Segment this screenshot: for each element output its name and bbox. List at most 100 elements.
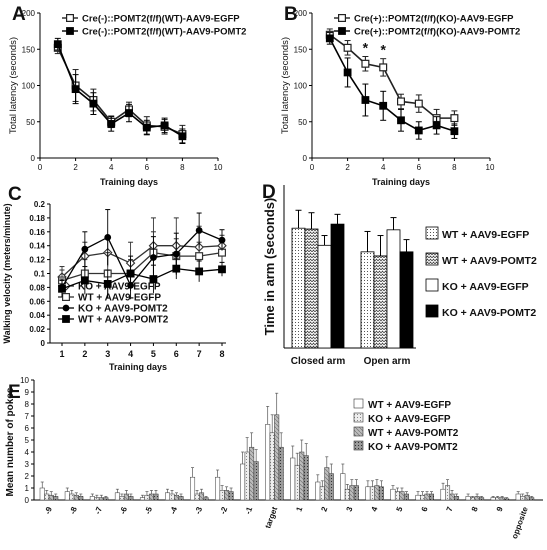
data-point	[160, 121, 169, 130]
legend-marker	[65, 14, 74, 23]
bar	[470, 497, 476, 501]
data-point	[149, 275, 158, 283]
data-point	[450, 114, 459, 123]
x-tick-label: 4	[109, 163, 114, 172]
bar	[203, 497, 209, 501]
bar	[424, 493, 430, 501]
x-tick-label: 10	[214, 163, 223, 172]
bar	[465, 496, 471, 501]
x-tick-label: 3	[105, 349, 110, 359]
y-axis-label: Time in arm (seconds)	[262, 198, 277, 336]
x-category-label: 8	[470, 505, 480, 513]
bar	[94, 497, 100, 501]
y-tick-label: 6	[25, 424, 30, 433]
y-tick-label: 10	[20, 376, 29, 385]
bar	[524, 494, 530, 501]
legend-label: KO + AAV9-POMT2	[368, 442, 458, 453]
y-tick-label: 2	[25, 472, 30, 481]
x-tick-label: 4	[381, 163, 386, 172]
legend-label: WT + AAV9-POMT2	[78, 315, 169, 326]
bar	[365, 486, 371, 501]
x-category-label: -1	[243, 505, 254, 515]
x-category-label: -7	[93, 505, 104, 515]
data-point	[142, 123, 151, 132]
bar	[349, 485, 355, 501]
legend-marker	[62, 304, 70, 312]
legend-label: WT + AAV9-POMT2	[442, 255, 537, 267]
data-point	[397, 97, 406, 106]
bar	[353, 485, 359, 501]
bar	[274, 414, 280, 501]
data-point	[343, 68, 352, 77]
legend-swatch	[425, 304, 439, 318]
bar	[228, 491, 234, 501]
y-tick-label: 150	[294, 45, 308, 54]
legend-marker	[62, 315, 70, 323]
bar	[89, 496, 95, 501]
x-axis-label: Training days	[109, 362, 167, 372]
y-tick-label: 0.02	[29, 325, 45, 334]
x-category-label: Closed arm	[291, 356, 346, 367]
bar	[48, 494, 54, 501]
bar	[454, 496, 460, 501]
x-category-label: 9	[495, 505, 505, 513]
data-point	[53, 40, 62, 49]
x-axis-label: Training days	[100, 177, 158, 187]
x-tick-label: 0	[38, 163, 43, 172]
bar	[144, 494, 150, 501]
panel-letter: A	[12, 4, 26, 25]
bar	[374, 485, 380, 501]
data-point	[195, 267, 204, 276]
data-point	[195, 252, 204, 261]
data-point	[325, 34, 334, 43]
y-tick-label: 1	[25, 484, 30, 493]
y-tick-label: 100	[294, 82, 308, 91]
y-tick-label: 5	[25, 436, 30, 445]
bar	[253, 461, 259, 501]
bar	[479, 497, 485, 501]
panel-letter: E	[8, 382, 21, 403]
bar	[53, 496, 59, 501]
x-category-label: -8	[68, 505, 79, 515]
legend-marker	[66, 27, 74, 35]
bar	[153, 493, 159, 501]
x-tick-label: 6	[417, 163, 422, 172]
legend-swatch	[425, 252, 439, 266]
bar	[515, 493, 521, 501]
bar	[249, 446, 255, 501]
x-tick-label: 4	[128, 349, 133, 359]
data-point	[361, 59, 370, 68]
legend-label: WT + AAV9-POMT2	[368, 428, 459, 439]
bar	[294, 464, 300, 501]
bar	[420, 494, 425, 501]
legend-marker	[338, 27, 346, 35]
bar	[139, 497, 145, 501]
bar	[360, 251, 375, 349]
bar	[474, 496, 480, 501]
bar	[304, 228, 319, 349]
bar	[39, 487, 45, 501]
legend-swatch	[353, 440, 364, 451]
y-tick-label: 3	[25, 460, 30, 469]
y-tick-label: 0	[25, 496, 30, 505]
y-tick-label: 0.12	[29, 256, 45, 265]
bar	[224, 490, 230, 501]
bar	[119, 496, 125, 501]
bar	[520, 496, 526, 501]
bar	[529, 497, 535, 501]
data-point	[414, 99, 423, 108]
bar	[399, 251, 414, 349]
x-category-label: -5	[143, 505, 154, 515]
data-point	[80, 276, 89, 285]
x-category-label: opposite	[510, 505, 530, 540]
bar	[403, 493, 409, 501]
bar	[290, 457, 296, 501]
data-point	[195, 227, 203, 234]
bar	[303, 455, 309, 501]
data-point	[58, 284, 66, 293]
bar	[440, 488, 446, 501]
x-category-label: -3	[193, 505, 204, 515]
x-category-label: 3	[344, 505, 354, 513]
bar	[114, 492, 120, 501]
legend-label: KO + AAV9-POMT2	[78, 304, 168, 315]
